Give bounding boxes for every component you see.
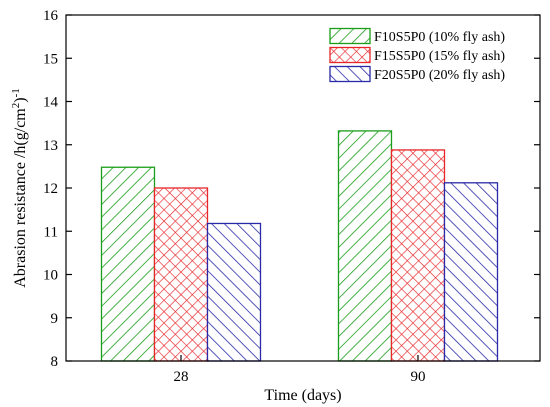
legend-label-1: F10S5P0 (10% fly ash) bbox=[374, 30, 505, 45]
bars-group bbox=[100, 130, 499, 362]
legend-swatch-2 bbox=[329, 46, 371, 64]
legend-swatch-1 bbox=[329, 27, 371, 45]
y-axis-title: Abrasion resistance /h(g/cm2)-1 bbox=[10, 88, 29, 288]
y-tick-labels: 8 9 10 11 12 13 14 15 16 bbox=[43, 8, 59, 370]
y-tick-label: 16 bbox=[43, 8, 59, 24]
bar-1-28 bbox=[100, 166, 156, 362]
bar-1-90 bbox=[337, 130, 393, 362]
y-tick-label: 8 bbox=[51, 354, 59, 370]
legend-swatch-3 bbox=[329, 65, 371, 83]
x-tick-labels: 28 90 bbox=[173, 369, 425, 385]
y-axis-title-superscript-2: -1 bbox=[10, 88, 22, 97]
y-tick-label: 9 bbox=[51, 311, 59, 327]
y-tick-label: 14 bbox=[43, 95, 59, 111]
y-axis-title-superscript-1: 2 bbox=[10, 103, 22, 109]
y-axis-title-mid: ) bbox=[12, 97, 29, 102]
y-tick-label: 15 bbox=[43, 51, 58, 67]
plot-area-frame bbox=[65, 14, 541, 362]
bar-2-28 bbox=[153, 187, 209, 362]
y-tick-label: 12 bbox=[43, 181, 58, 197]
x-tick-label: 90 bbox=[410, 369, 425, 385]
bar-3-28 bbox=[206, 222, 262, 362]
legend: F10S5P0 (10% fly ash) F15S5P0 (15% fly as… bbox=[329, 27, 505, 83]
y-tick-label: 10 bbox=[43, 268, 58, 284]
legend-label-2: F15S5P0 (15% fly ash) bbox=[374, 49, 505, 64]
legend-label-3: F20S5P0 (20% fly ash) bbox=[374, 68, 505, 83]
y-axis-title-main: Abrasion resistance /h(g/cm bbox=[12, 108, 29, 288]
bar-3-90 bbox=[443, 182, 499, 362]
x-axis-title: Time (days) bbox=[264, 387, 341, 404]
bar-2-90 bbox=[390, 149, 446, 362]
x-tick-label: 28 bbox=[173, 369, 188, 385]
y-tick-label: 11 bbox=[44, 224, 58, 240]
y-tick-label: 13 bbox=[43, 138, 58, 154]
